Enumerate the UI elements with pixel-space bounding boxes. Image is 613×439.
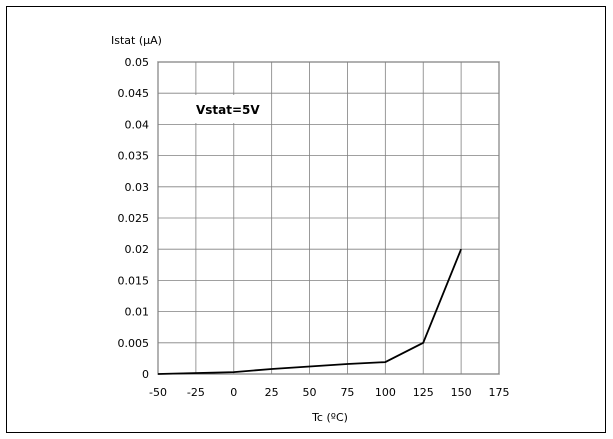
x-tick-label: 75	[340, 386, 354, 399]
x-tick-label: 100	[375, 386, 396, 399]
x-tick-label: 150	[451, 386, 472, 399]
y-tick-label: 0.015	[118, 274, 150, 287]
y-axis-label: Istat (µA)	[111, 34, 162, 47]
annotation-background	[192, 95, 268, 123]
x-tick-label: 125	[413, 386, 434, 399]
annotation-label: Vstat=5V	[196, 103, 260, 117]
series-line	[157, 248, 462, 375]
chart-frame: -50 -25 0 25 50 75 100 125 150 175 0 0.005 0.01 0.015…	[6, 6, 606, 433]
x-tick-label: 25	[265, 386, 279, 399]
y-tick-label: 0.01	[125, 306, 150, 319]
y-tick-label: 0.03	[125, 181, 150, 194]
x-tick-label: -25	[187, 386, 205, 399]
x-tick-label: 175	[489, 386, 510, 399]
x-tick-label: 0	[230, 386, 237, 399]
y-tick-label: 0.005	[118, 337, 150, 350]
annotation-box: Vstat=5V	[192, 95, 268, 123]
y-tick-label: 0.025	[118, 212, 150, 225]
y-tick-label: 0	[142, 368, 149, 381]
chart: -50 -25 0 25 50 75 100 125 150 175 0 0.005 0.01 0.015…	[111, 34, 510, 424]
x-axis-label: Tc (ºC)	[311, 411, 348, 424]
x-tick-label: -50	[149, 386, 167, 399]
grid	[157, 61, 500, 375]
series-group	[157, 248, 462, 375]
tick-labels: -50 -25 0 25 50 75 100 125 150 175 0 0.005 0.01 0.015…	[118, 56, 510, 399]
x-tick-label: 50	[303, 386, 317, 399]
y-tick-label: 0.045	[118, 87, 150, 100]
y-tick-label: 0.04	[125, 118, 150, 131]
y-tick-label: 0.035	[118, 150, 150, 163]
y-tick-label: 0.02	[125, 243, 150, 256]
y-tick-label: 0.05	[125, 56, 150, 69]
